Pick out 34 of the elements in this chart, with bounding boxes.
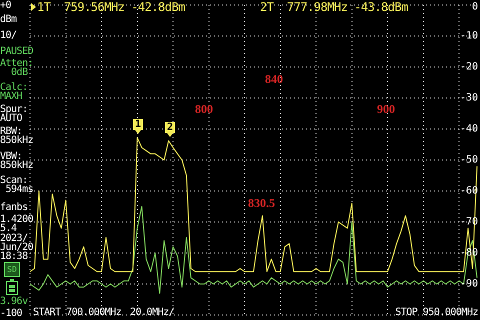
annotation: START 700.000MHz [33,307,122,318]
y-tick-label: 0 [472,2,478,13]
text: +0 [0,0,12,11]
y-tick-label: -90 [460,278,478,290]
annotation: Scan: 594ms [0,175,34,195]
annotation: 1.4200 5.4 [0,214,34,234]
annotation: 1 [133,119,143,130]
annotation: RBW: 850kHz [0,126,34,146]
annotation: VBW: 850kHz [0,151,34,171]
annotation: PAUSED [0,46,34,57]
y-tick-label: -40 [460,124,478,135]
text: -100 [0,308,22,319]
text: Calc: MAXH [0,82,28,102]
annotation: 2T 777.98MHz -43.8dBm [260,0,408,14]
annotation: STOP 950.000MHz [395,307,478,318]
annotation: 900 [377,102,395,116]
text: Spur: AUTO [0,104,28,124]
annotation: 2 [165,122,175,133]
text: 3.96v [0,296,28,307]
y-tick-label: -10 [460,30,478,42]
sd-card-icon: SD [4,262,20,277]
y-tick-label: -30 [460,92,478,104]
text: dBm [0,14,17,25]
annotation: 800 [195,102,213,116]
text: 10/ [0,30,17,41]
text: fanbs [0,202,28,213]
annotation: Atten: 0dB [0,58,34,78]
annotation: 840 [265,72,283,86]
annotation: 1T 759.56MHz -42.8dBm [37,0,185,14]
y-tick-label: -20 [460,62,478,73]
annotation: 2023/ Jun/20 18:38 [0,233,34,262]
y-tick-label: -50 [460,154,478,166]
annotation: 830.5 [248,196,275,210]
annotation: 20.0MHz/ [130,307,174,318]
